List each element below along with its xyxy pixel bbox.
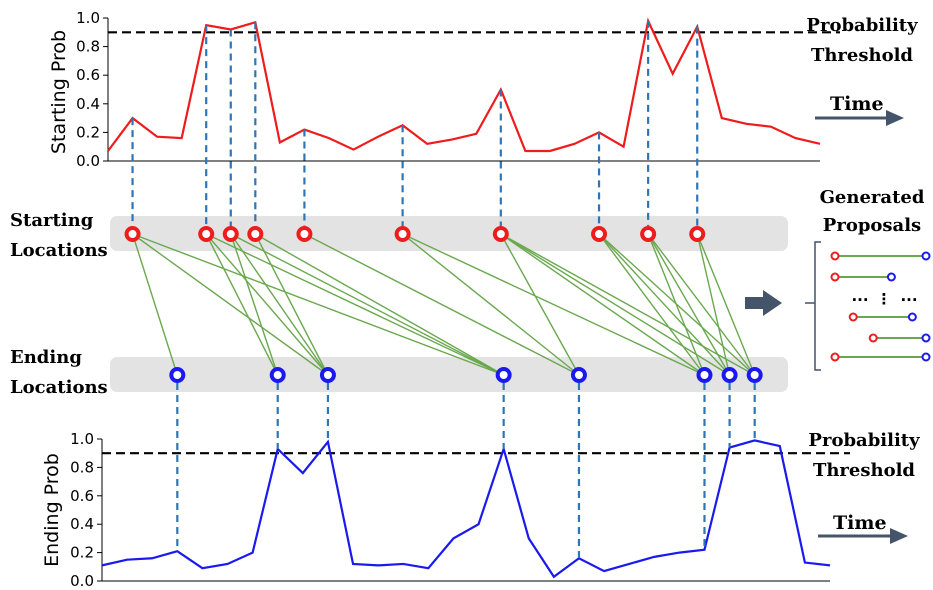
proposal-start-marker bbox=[830, 251, 840, 261]
ending-location-marker bbox=[319, 367, 336, 383]
proposal-link-line bbox=[696, 233, 756, 376]
ending-label-line2: Locations bbox=[10, 377, 108, 398]
starting-location-marker bbox=[492, 226, 509, 242]
proposal-link-line bbox=[254, 233, 329, 376]
proposal-link-line bbox=[647, 233, 731, 376]
start-tick-label: 0.2 bbox=[76, 123, 100, 141]
starting-label-line1: Starting bbox=[10, 210, 94, 231]
proposal-link-line bbox=[131, 233, 178, 376]
starting-location-marker bbox=[591, 226, 608, 242]
proposal-link-line bbox=[598, 233, 706, 376]
proposal-start-marker bbox=[868, 333, 878, 343]
starting-location-marker bbox=[198, 226, 215, 242]
proposal-end-marker bbox=[886, 272, 896, 282]
proposal-link-line bbox=[132, 233, 504, 376]
ending-location-marker bbox=[570, 367, 587, 383]
end-tick-label: 0.0 bbox=[70, 572, 94, 590]
ending-location-marker bbox=[696, 367, 713, 383]
proposal-link-line bbox=[647, 233, 706, 376]
proposals-dots-mid: ⋮ bbox=[877, 290, 892, 308]
proposal-link-line bbox=[696, 233, 731, 376]
starting-label-line2: Locations bbox=[10, 240, 108, 261]
ending-location-marker bbox=[269, 367, 286, 383]
end-tick-label: 0.6 bbox=[70, 487, 94, 505]
time-arrow-top-icon bbox=[815, 110, 904, 126]
proposal-link-line bbox=[402, 233, 705, 376]
starting-location-marker bbox=[689, 226, 706, 242]
proposals-dots-right: ... bbox=[900, 287, 917, 305]
threshold-top-label-line2: Threshold bbox=[811, 45, 913, 66]
start-tick-label: 0.8 bbox=[76, 38, 100, 56]
start-tick-label: 1.0 bbox=[76, 9, 100, 27]
proposal-link-line bbox=[205, 233, 329, 376]
starting-location-marker bbox=[222, 226, 239, 242]
start-tick-label: 0.6 bbox=[76, 66, 100, 84]
proposal-link-line bbox=[132, 233, 329, 376]
start-prob-line bbox=[107, 17, 821, 153]
proposal-link-line bbox=[205, 233, 504, 376]
ending-location-marker bbox=[721, 367, 738, 383]
end-tick-label: 1.0 bbox=[70, 430, 94, 448]
proposal-end-marker bbox=[921, 333, 931, 343]
threshold-top-label-line1: Probability bbox=[806, 15, 918, 36]
proposal-link-line bbox=[647, 233, 756, 376]
ending-locations-band bbox=[110, 357, 788, 392]
proposal-link-line bbox=[402, 233, 580, 376]
proposal-link-line bbox=[500, 233, 730, 376]
start-tick-label: 0.4 bbox=[76, 95, 100, 113]
proposal-link-line bbox=[205, 233, 279, 376]
end-tick-label: 0.8 bbox=[70, 458, 94, 476]
proposal-start-marker bbox=[830, 352, 840, 362]
proposal-link-line bbox=[304, 233, 580, 376]
starting-location-marker bbox=[247, 226, 264, 242]
end-prob-line bbox=[101, 439, 831, 579]
starting-locations-band bbox=[110, 216, 788, 251]
generated-label-line1: Generated bbox=[820, 187, 925, 208]
proposals-bracket bbox=[805, 241, 821, 371]
proposal-end-marker bbox=[907, 312, 917, 322]
proposal-start-marker bbox=[830, 272, 840, 282]
proposals-dots-left: ... bbox=[851, 287, 868, 305]
starting-prob-axes: 0.0 0.2 0.4 0.6 0.8 1.0 Starting Prob bbox=[48, 9, 840, 170]
threshold-bottom-label-line1: Probability bbox=[808, 430, 920, 451]
generated-label-line2: Proposals bbox=[823, 215, 921, 236]
ending-prob-axes: 0.0 0.2 0.4 0.6 0.8 1.0 Ending Prob bbox=[41, 430, 850, 590]
proposal-link-line bbox=[500, 233, 756, 376]
time-label-bottom: Time bbox=[833, 512, 887, 534]
time-label-top: Time bbox=[830, 93, 884, 115]
proposal-start-marker bbox=[848, 312, 858, 322]
proposal-link-line bbox=[230, 233, 329, 376]
ending-label-line1: Ending bbox=[10, 347, 82, 368]
proposal-link-line bbox=[598, 233, 731, 376]
proposal-link-line bbox=[254, 233, 505, 376]
ending-location-marker bbox=[169, 367, 186, 383]
proposal-end-marker bbox=[921, 352, 931, 362]
starting-location-marker bbox=[124, 226, 141, 242]
end-tick-label: 0.4 bbox=[70, 515, 94, 533]
start-tick-label: 0.0 bbox=[76, 152, 100, 170]
proposal-end-marker bbox=[921, 251, 931, 261]
ending-location-marker bbox=[746, 367, 763, 383]
proposal-link-line bbox=[230, 233, 279, 376]
proposals-arrow-icon bbox=[745, 290, 782, 316]
threshold-bottom-label-line2: Threshold bbox=[813, 460, 915, 481]
proposal-link-line bbox=[500, 233, 705, 376]
time-arrow-bottom-icon bbox=[818, 528, 908, 544]
starting-location-marker bbox=[640, 226, 657, 242]
ending-prob-axis-title: Ending Prob bbox=[41, 453, 63, 567]
proposal-link-line bbox=[500, 233, 580, 376]
end-tick-label: 0.2 bbox=[70, 544, 94, 562]
ending-location-marker bbox=[495, 367, 512, 383]
starting-location-marker bbox=[394, 226, 411, 242]
starting-prob-axis-title: Starting Prob bbox=[48, 30, 70, 154]
starting-location-marker bbox=[296, 226, 313, 242]
proposal-link-line bbox=[230, 233, 504, 376]
